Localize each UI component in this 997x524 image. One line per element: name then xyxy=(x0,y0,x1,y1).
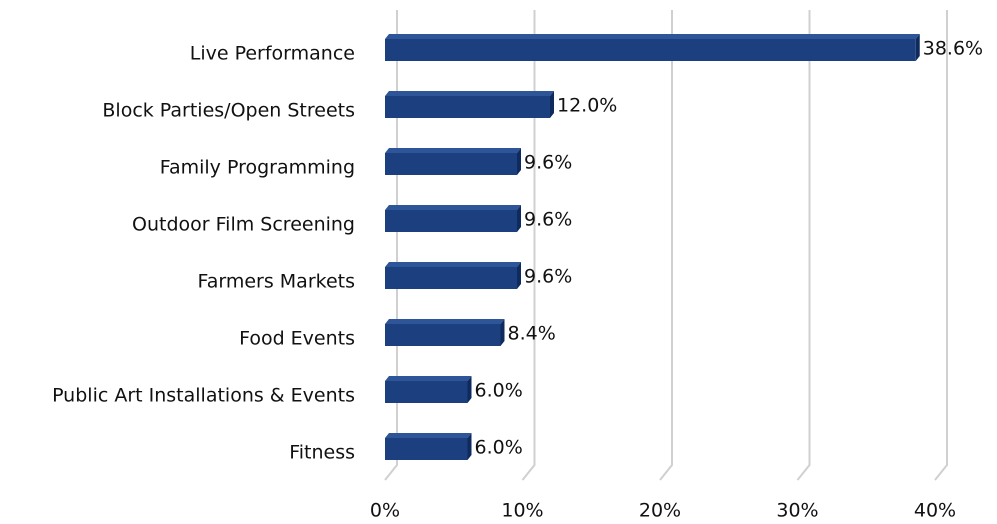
bar-side xyxy=(517,148,521,175)
bar xyxy=(385,39,916,61)
x-tick-label: 20% xyxy=(639,500,681,522)
bar-top xyxy=(385,91,554,96)
bar xyxy=(385,267,517,289)
grid-line xyxy=(384,10,398,481)
bar-top xyxy=(385,433,472,438)
bar-side xyxy=(467,433,472,460)
y-tick-label: Fitness xyxy=(289,442,355,464)
y-tick-label: Live Performance xyxy=(190,43,355,65)
data-label: 38.6% xyxy=(923,38,983,60)
y-tick-label: Family Programming xyxy=(160,157,355,179)
bar-side xyxy=(467,376,472,403)
bar-side xyxy=(517,262,521,289)
bar xyxy=(385,324,501,346)
bar-side xyxy=(915,34,920,61)
bar-top xyxy=(385,148,521,153)
x-tick-label: 0% xyxy=(370,500,400,522)
bar-top xyxy=(385,376,472,381)
data-label: 6.0% xyxy=(475,380,523,402)
y-tick-label: Farmers Markets xyxy=(198,271,355,293)
bar-top xyxy=(385,319,505,324)
bar-side xyxy=(500,319,505,346)
data-label: 8.4% xyxy=(508,323,556,345)
grid-line xyxy=(796,10,811,481)
data-label: 9.6% xyxy=(524,152,572,174)
data-label: 9.6% xyxy=(524,209,572,231)
grid-line xyxy=(659,10,673,481)
bar xyxy=(385,381,468,403)
bar-top xyxy=(385,262,521,267)
bar-top xyxy=(385,34,920,39)
grid-line xyxy=(934,10,948,481)
bar xyxy=(385,210,517,232)
y-tick-label: Public Art Installations & Events xyxy=(52,385,355,407)
grid-line xyxy=(521,10,536,481)
bar-side xyxy=(550,91,554,118)
x-tick-label: 10% xyxy=(501,500,543,522)
y-tick-label: Block Parties/Open Streets xyxy=(102,100,355,122)
bar xyxy=(385,96,550,118)
bar-top xyxy=(385,205,521,210)
y-tick-label: Food Events xyxy=(239,328,355,350)
data-label: 6.0% xyxy=(475,437,523,459)
data-label: 12.0% xyxy=(557,95,617,117)
data-label: 9.6% xyxy=(524,266,572,288)
x-tick-label: 30% xyxy=(776,500,818,522)
x-tick-label: 40% xyxy=(914,500,956,522)
bar xyxy=(385,153,517,175)
bar-side xyxy=(517,205,521,232)
y-tick-label: Outdoor Film Screening xyxy=(132,214,355,236)
bar xyxy=(385,438,468,460)
